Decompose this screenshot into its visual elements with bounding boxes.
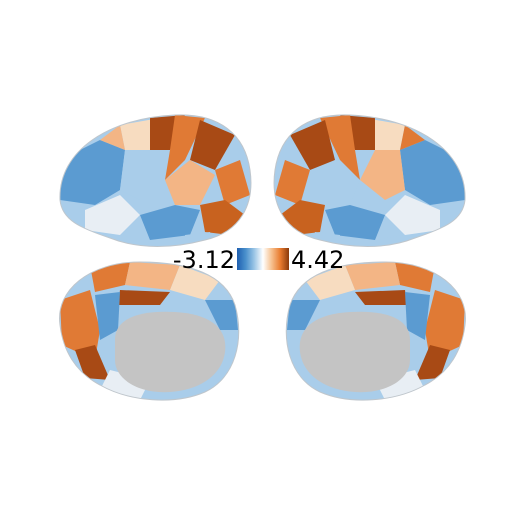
left-medial-hemisphere	[59, 261, 240, 401]
right-medial-hemisphere	[285, 261, 466, 401]
right-lateral-hemisphere	[273, 114, 466, 247]
left-medial-wall	[115, 311, 226, 393]
colorbar-max-label: 4.42	[291, 246, 344, 274]
colorbar: -3.12 4.42	[173, 246, 345, 274]
colorbar-bar	[237, 248, 289, 270]
colorbar-min-label: -3.12	[173, 246, 235, 274]
right-medial-wall	[299, 311, 410, 393]
left-lateral-hemisphere	[59, 114, 252, 247]
